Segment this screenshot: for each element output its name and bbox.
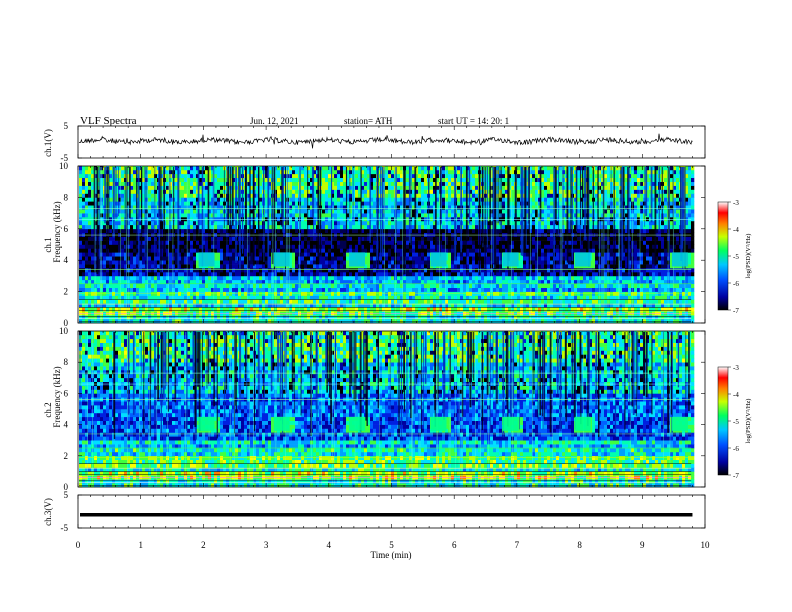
colorbar-label: log(PSD)(V²/Hz) [745, 399, 752, 444]
emission-burst [273, 252, 290, 267]
y-tick-label: 5 [64, 121, 69, 131]
ch3-ylabel: ch.3(V) [43, 498, 53, 526]
x-tick-label: 9 [640, 540, 645, 550]
ch2-freq-ylabel: ch.2 [43, 402, 53, 417]
y-tick-label: 5 [64, 490, 69, 500]
ch2-colorbar: -3 -4 -5 -6 -7 log(PSD)(V²/Hz) [717, 364, 752, 480]
colorbar-tick-label: -3 [733, 364, 739, 372]
time-axis: 0 1 2 3 4 5 6 7 8 9 10 [76, 540, 710, 550]
y-tick-label: -5 [61, 153, 69, 163]
emission-burst [502, 416, 519, 431]
x-tick-label: 10 [701, 540, 711, 550]
ch1-spectrogram-panel: 0 2 4 6 8 10 [59, 161, 706, 328]
colorbar-tick-label: -5 [733, 253, 739, 261]
colorbar-scale [717, 201, 729, 311]
emission-burst [349, 416, 366, 431]
emission-burst [198, 416, 215, 431]
y-tick-label: 6 [64, 224, 69, 234]
ch2-spectrogram-panel: 0 2 4 6 8 10 [59, 326, 706, 492]
colorbar-tick-label: -7 [733, 472, 739, 480]
ch1-colorbar: -3 -4 -5 -6 -7 log(PSD)(V²/Hz) [717, 199, 752, 315]
emission-burst [198, 252, 215, 267]
ch1-signal-line [78, 133, 693, 149]
ch1-freq-ylabel-2: Frequency (kHz) [52, 201, 62, 262]
y-tick-label: 8 [64, 192, 69, 202]
colorbar-scale [717, 366, 729, 476]
y-tick-label: 0 [64, 318, 69, 328]
date-label: Jun. 12, 2021 [250, 116, 299, 126]
emission-burst [349, 252, 366, 267]
colorbar-tick-label: -4 [733, 391, 739, 399]
ch1-freq-ylabel: ch.1 [43, 237, 53, 252]
colorbar-tick-label: -3 [733, 199, 739, 207]
y-tick-label: 4 [64, 420, 69, 430]
emission-burst [574, 252, 591, 267]
ch1-ylabel: ch.1(V) [43, 129, 53, 157]
emission-burst [430, 252, 447, 267]
y-tick-label: 2 [64, 451, 69, 461]
x-tick-label: 2 [201, 540, 206, 550]
station-label: station= ATH [344, 116, 393, 126]
emission-burst [273, 416, 290, 431]
colorbar-tick-label: -6 [733, 445, 739, 453]
colorbar-tick-label: -6 [733, 280, 739, 288]
x-tick-label: 8 [577, 540, 582, 550]
x-tick-label: 7 [515, 540, 520, 550]
y-tick-label: 6 [64, 388, 69, 398]
y-tick-label: -5 [61, 523, 69, 533]
start-ut-label: start UT = 14: 20: 1 [438, 116, 509, 126]
x-axis-label: Time (min) [371, 550, 412, 560]
emission-burst [430, 416, 447, 431]
colorbar-tick-label: -4 [733, 226, 739, 234]
y-tick-label: 10 [59, 326, 69, 336]
y-tick-label: 10 [59, 161, 69, 171]
y-tick-label: 4 [64, 255, 69, 265]
colorbar-label: log(PSD)(V²/Hz) [745, 234, 752, 279]
y-tick-label: 8 [64, 357, 69, 367]
x-tick-label: 6 [452, 540, 457, 550]
ch2-freq-ylabel-2: Frequency (kHz) [52, 366, 62, 427]
x-tick-label: 5 [389, 540, 394, 550]
ch1-waveform-panel: 5 -5 [61, 121, 706, 163]
chart-title: VLF Spectra [80, 115, 137, 127]
emission-burst [671, 252, 688, 267]
colorbar-tick-label: -5 [733, 418, 739, 426]
emission-burst [671, 416, 688, 431]
x-tick-label: 3 [264, 540, 269, 550]
ch3-waveform-panel: 5 -5 [61, 490, 706, 533]
emission-burst [574, 416, 591, 431]
x-tick-label: 0 [76, 540, 81, 550]
x-tick-label: 1 [138, 540, 143, 550]
y-tick-label: 0 [64, 482, 69, 492]
colorbar-tick-label: -7 [733, 307, 739, 315]
y-tick-label: 2 [64, 287, 69, 297]
emission-burst [502, 252, 519, 267]
x-tick-label: 4 [327, 540, 332, 550]
